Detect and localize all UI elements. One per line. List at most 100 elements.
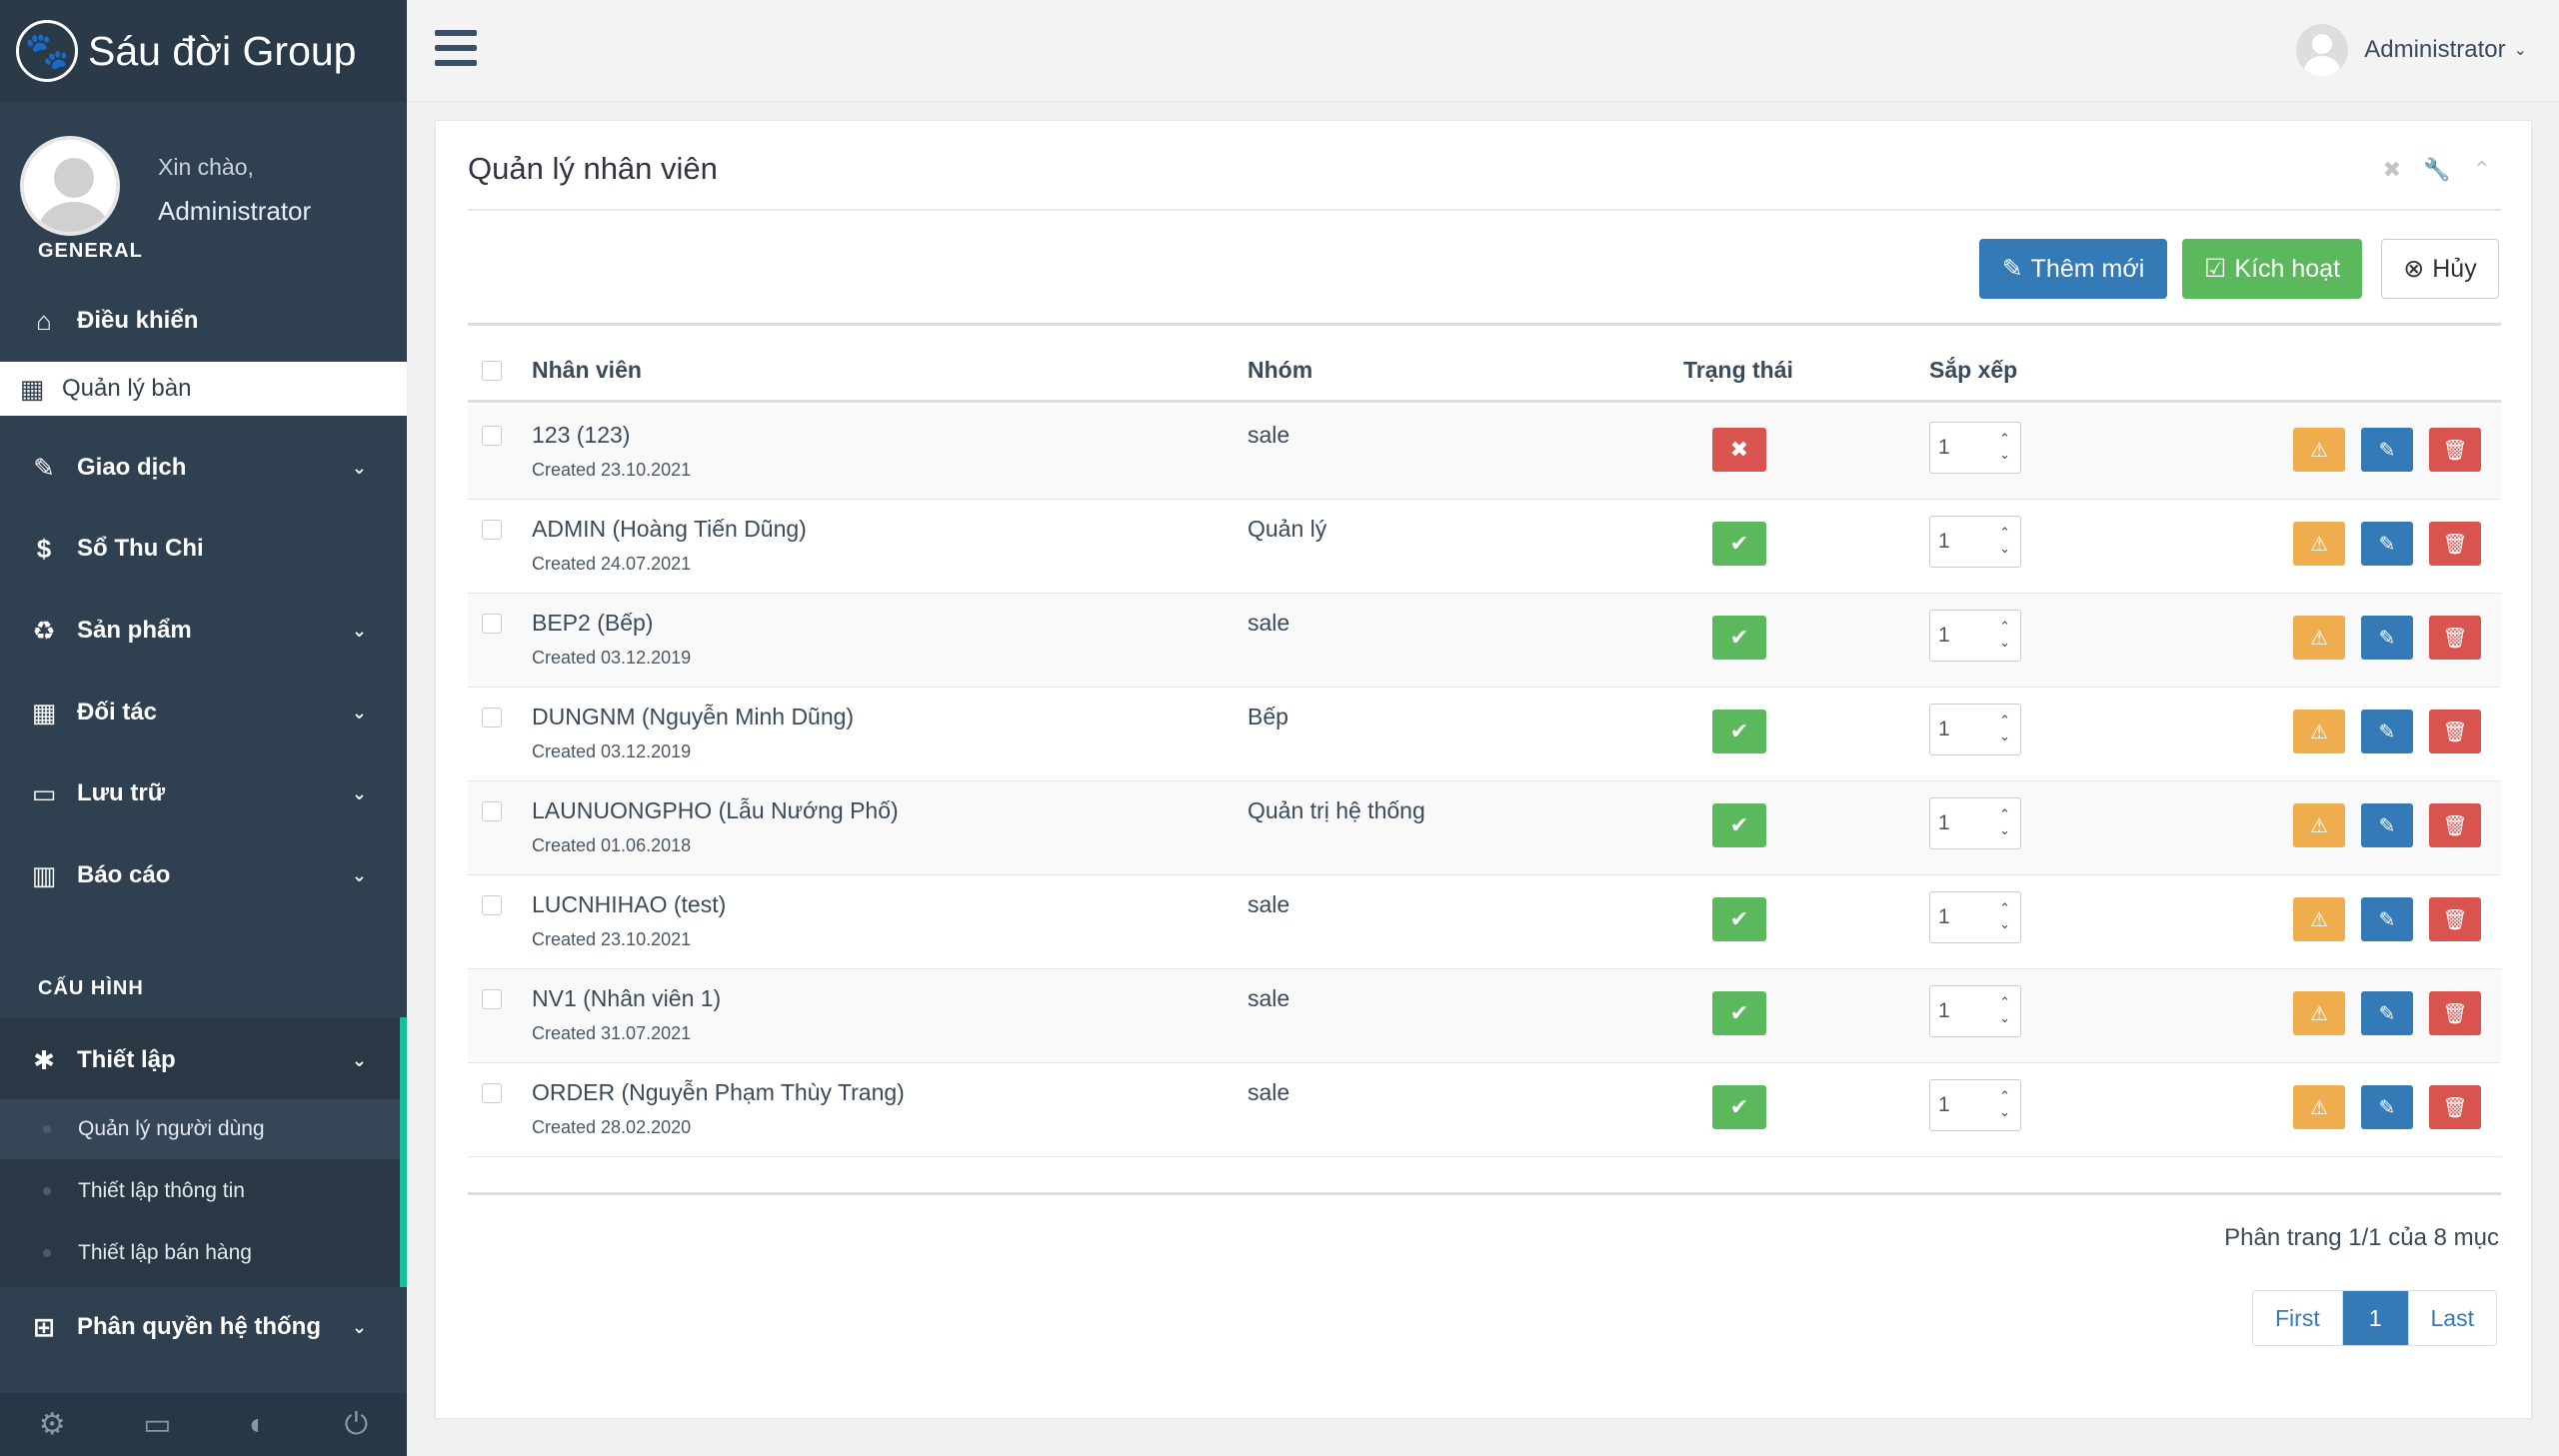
employee-group: sale [1248,891,1290,917]
warning-button[interactable]: ⚠ [2293,428,2345,472]
power-icon[interactable]: ⏻ [344,1407,369,1441]
employee-name[interactable]: ORDER (Nguyễn Phạm Thùy Trang) [532,1079,905,1105]
table-row: 123 (123) Created 23.10.2021 sale ✖ 1 ⌃ ⌄ ⚠ ✎ 🗑 [468,406,2501,500]
employee-name[interactable]: NV1 (Nhân viên 1) [532,985,722,1011]
sidebar-item-san-pham[interactable]: ♻ Sản phẩm ⌄ [0,603,407,659]
spinner-arrows-icon[interactable]: ⌃ ⌄ [1999,525,2010,556]
edit-button[interactable]: ✎ [2361,710,2413,753]
sidebar-item-giao-dich[interactable]: ✎ Giao dịch ⌄ [0,440,407,496]
status-active-button[interactable]: ✔ [1712,522,1766,566]
edit-button[interactable]: ✎ [2361,428,2413,472]
spinner-arrows-icon[interactable]: ⌃ ⌄ [1999,431,2010,462]
row-checkbox[interactable] [482,520,502,540]
warning-button[interactable]: ⚠ [2293,710,2345,753]
status-active-button[interactable]: ✔ [1712,1085,1766,1129]
check-icon: ✔ [1729,1000,1749,1025]
sidebar-item-dieu-khien[interactable]: ⌂ Điều khiển [0,293,407,349]
warning-button[interactable]: ⚠ [2293,616,2345,660]
edit-button[interactable]: ✎ [2361,897,2413,941]
spinner-arrows-icon[interactable]: ⌃ ⌄ [1999,1088,2010,1119]
row-checkbox[interactable] [482,708,502,728]
delete-button[interactable]: 🗑 [2429,522,2481,566]
sort-order-stepper[interactable]: 1 ⌃ ⌄ [1929,516,2021,568]
edit-button[interactable]: ✎ [2361,616,2413,660]
chevron-up-icon[interactable]: ⌃ [2472,157,2491,182]
employee-name[interactable]: LUCNHIHAO (test) [532,891,727,917]
status-active-button[interactable]: ✔ [1712,710,1766,753]
edit-button[interactable]: ✎ [2361,803,2413,847]
edit-button[interactable]: ✎ [2361,991,2413,1035]
sidebar-item-phan-quyen[interactable]: ⊞ Phân quyền hệ thống ⌄ [0,1299,407,1355]
warning-button[interactable]: ⚠ [2293,991,2345,1035]
pencil-icon: ✎ [2378,721,2396,743]
warning-button[interactable]: ⚠ [2293,1085,2345,1129]
brand[interactable]: 🐾 Sáu đời Group [0,0,407,102]
delete-button[interactable]: 🗑 [2429,616,2481,660]
sidebar-item-so-thu-chi[interactable]: $ Sổ Thu Chi [0,521,407,577]
warning-button[interactable]: ⚠ [2293,522,2345,566]
delete-button[interactable]: 🗑 [2429,710,2481,753]
sidebar-item-bao-cao[interactable]: ▥ Báo cáo ⌄ [0,847,407,903]
edit-button[interactable]: ✎ [2361,522,2413,566]
employee-name[interactable]: BEP2 (Bếp) [532,610,654,636]
cancel-button[interactable]: ⊗ Hủy [2381,239,2499,299]
sub-item-quan-ly-nguoi-dung[interactable]: Quản lý người dùng [0,1099,400,1159]
employee-name[interactable]: DUNGNM (Nguyễn Minh Dũng) [532,704,855,729]
employee-panel: Quản lý nhân viên ✖ 🔧 ⌃ ✎ Thêm mới ☑ Kíc… [435,120,2532,1419]
page-first[interactable]: First [2253,1291,2342,1345]
delete-button[interactable]: 🗑 [2429,897,2481,941]
sort-order-stepper[interactable]: 1 ⌃ ⌄ [1929,1079,2021,1131]
row-checkbox[interactable] [482,801,502,821]
sub-item-thiet-lap-thong-tin[interactable]: Thiết lập thông tin [0,1161,400,1221]
page-last[interactable]: Last [2407,1291,2496,1345]
warning-button[interactable]: ⚠ [2293,897,2345,941]
wrench-icon[interactable]: 🔧 [2423,157,2451,182]
sort-order-stepper[interactable]: 1 ⌃ ⌄ [1929,610,2021,662]
sort-order-stepper[interactable]: 1 ⌃ ⌄ [1929,985,2021,1037]
employee-name[interactable]: 123 (123) [532,422,631,448]
row-checkbox[interactable] [482,426,502,446]
add-button[interactable]: ✎ Thêm mới [1979,239,2167,299]
delete-button[interactable]: 🗑 [2429,1085,2481,1129]
user-menu[interactable]: Administrator ⌄ [2296,24,2527,76]
sidebar-item-doi-tac[interactable]: ▦ Đối tác ⌄ [0,685,407,740]
activate-button[interactable]: ☑ Kích hoạt [2182,239,2362,299]
status-active-button[interactable]: ✔ [1712,991,1766,1035]
avatar[interactable] [20,136,120,236]
employee-name[interactable]: LAUNUONGPHO (Lẫu Nướng Phố) [532,797,899,823]
row-checkbox[interactable] [482,1083,502,1103]
delete-button[interactable]: 🗑 [2429,428,2481,472]
row-checkbox[interactable] [482,614,502,634]
delete-button[interactable]: 🗑 [2429,803,2481,847]
sort-order-stepper[interactable]: 1 ⌃ ⌄ [1929,891,2021,943]
status-active-button[interactable]: ✔ [1712,803,1766,847]
status-active-button[interactable]: ✔ [1712,616,1766,660]
row-checkbox[interactable] [482,895,502,915]
eye-slash-icon[interactable]: ◐ [248,1407,268,1441]
gear-icon[interactable]: ⚙ [38,1408,66,1441]
status-active-button[interactable]: ✔ [1712,897,1766,941]
menu-toggle-icon[interactable] [435,30,477,66]
page-current[interactable]: 1 [2341,1291,2408,1345]
spinner-arrows-icon[interactable]: ⌃ ⌄ [1999,900,2010,931]
edit-button[interactable]: ✎ [2361,1085,2413,1129]
sort-order-stepper[interactable]: 1 ⌃ ⌄ [1929,704,2021,755]
status-inactive-button[interactable]: ✖ [1712,428,1766,472]
select-all-checkbox[interactable] [482,361,502,381]
spinner-arrows-icon[interactable]: ⌃ ⌄ [1999,713,2010,743]
sidebar-item-thiet-lap[interactable]: ✱ Thiết lập ⌄ [0,1031,407,1089]
sidebar-item-quan-ly-ban[interactable]: ▦ Quản lý bàn [0,362,407,416]
sort-order-stepper[interactable]: 1 ⌃ ⌄ [1929,422,2021,474]
delete-button[interactable]: 🗑 [2429,991,2481,1035]
sub-item-thiet-lap-ban-hang[interactable]: Thiết lập bán hàng [0,1223,400,1283]
employee-name[interactable]: ADMIN (Hoàng Tiến Dũng) [532,516,807,542]
spinner-arrows-icon[interactable]: ⌃ ⌄ [1999,619,2010,650]
sort-order-stepper[interactable]: 1 ⌃ ⌄ [1929,797,2021,849]
row-checkbox[interactable] [482,989,502,1009]
spinner-arrows-icon[interactable]: ⌃ ⌄ [1999,806,2010,837]
warning-button[interactable]: ⚠ [2293,803,2345,847]
spinner-arrows-icon[interactable]: ⌃ ⌄ [1999,994,2010,1025]
close-icon[interactable]: ✖ [2382,157,2402,182]
sidebar-item-luu-tru[interactable]: ▭ Lưu trữ ⌄ [0,765,407,821]
desktop-icon[interactable]: ▭ [143,1408,172,1441]
